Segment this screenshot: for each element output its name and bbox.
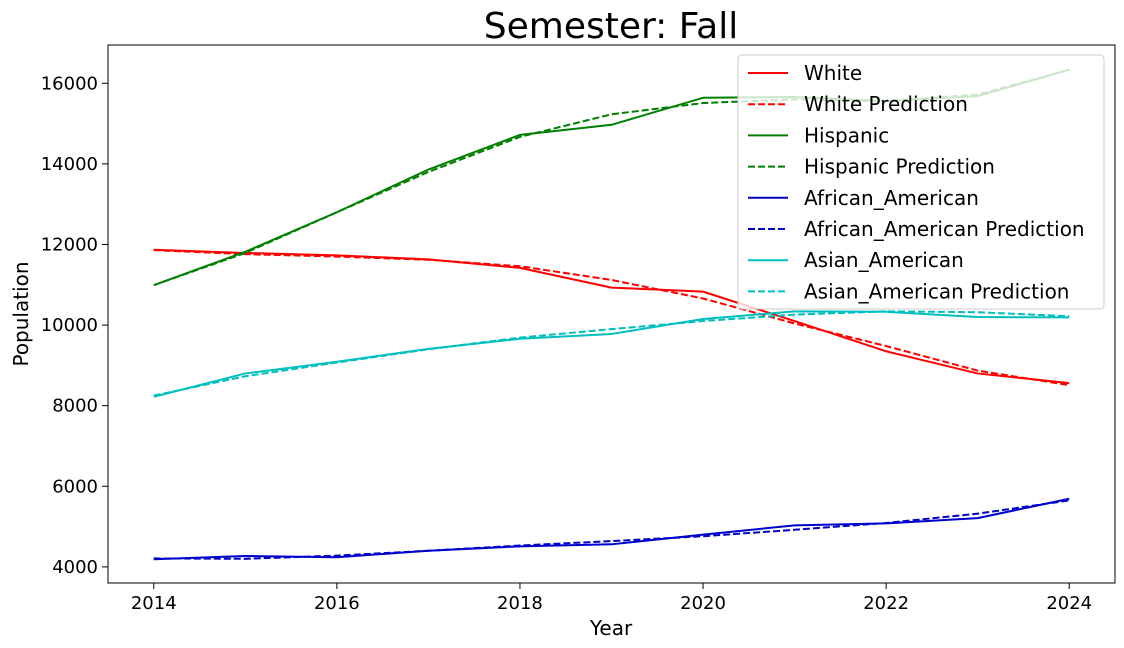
x-tick-label: 2024 bbox=[1046, 593, 1092, 614]
y-tick-label: 12000 bbox=[41, 234, 98, 255]
series-line-asian-american bbox=[153, 310, 1070, 398]
x-tick-label: 2020 bbox=[680, 593, 726, 614]
y-axis-label: Population bbox=[9, 261, 33, 366]
legend-label-asian-american: Asian_American bbox=[804, 248, 964, 272]
series-line-white bbox=[153, 248, 1070, 385]
legend-label-white: White bbox=[804, 61, 862, 85]
x-tick-label: 2014 bbox=[131, 593, 177, 614]
x-tick-label: 2018 bbox=[497, 593, 543, 614]
series-line-asian-american-prediction bbox=[153, 310, 1070, 397]
legend-label-white-prediction: White Prediction bbox=[804, 92, 968, 116]
series-line-white-prediction bbox=[153, 249, 1070, 387]
x-tick-label: 2022 bbox=[863, 593, 909, 614]
y-tick-label: 10000 bbox=[41, 315, 98, 336]
legend-label-asian-american-prediction: Asian_American Prediction bbox=[804, 279, 1069, 303]
y-axis: 4000 6000 8000 10000 12000 14000 16000 bbox=[41, 73, 108, 578]
y-tick-label: 16000 bbox=[41, 73, 98, 94]
legend-box bbox=[737, 54, 1105, 310]
y-tick-label: 8000 bbox=[52, 396, 98, 417]
series-line-african-american bbox=[153, 497, 1070, 561]
y-tick-label: 14000 bbox=[41, 154, 98, 175]
y-tick-label: 6000 bbox=[52, 476, 98, 497]
y-tick-label: 4000 bbox=[52, 557, 98, 578]
x-tick-label: 2016 bbox=[314, 593, 360, 614]
x-axis-label: Year bbox=[589, 616, 633, 640]
x-axis: 2014 2016 2018 2020 2022 2024 bbox=[131, 583, 1092, 614]
legend-label-hispanic: Hispanic bbox=[804, 123, 889, 147]
chart-title: Semester: Fall bbox=[484, 6, 738, 47]
series-line-african-american-prediction bbox=[153, 499, 1070, 560]
legend-label-african-american: African_American bbox=[804, 186, 979, 210]
plot-frame bbox=[107, 44, 1116, 584]
legend: White White Prediction Hispanic Hispanic Pr… bbox=[737, 54, 1105, 310]
legend-label-african-american-prediction: African_American Prediction bbox=[804, 217, 1085, 241]
legend-label-hispanic-prediction: Hispanic Prediction bbox=[804, 155, 995, 179]
